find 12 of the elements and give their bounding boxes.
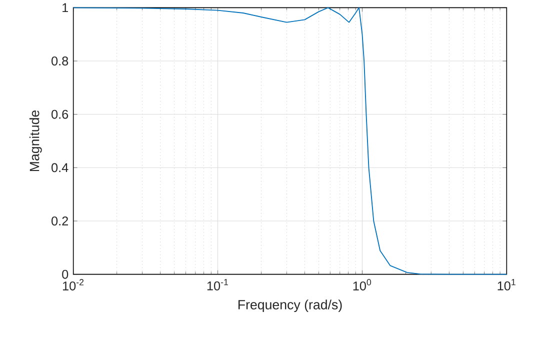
y-axis-title: Magnitude [29, 110, 42, 172]
y-tick-label: 0.8 [52, 56, 68, 66]
y-tick-label: 0.2 [52, 216, 68, 226]
x-tick-label: 10$^{0}$ [353, 279, 372, 290]
y-tick-label: 1 [62, 3, 68, 12]
x-tick-label: 10$^{-1}$ [207, 279, 228, 290]
y-tick-label: 0.4 [52, 163, 68, 172]
x-tick-label: 10$^{1}$ [498, 279, 516, 290]
x-tick-label: 10$^{-2}$ [62, 279, 84, 290]
y-tick-label: 0 [62, 270, 68, 279]
y-tick-label: 0.6 [52, 110, 68, 119]
x-axis-title: Frequency (rad/s) [238, 300, 342, 312]
